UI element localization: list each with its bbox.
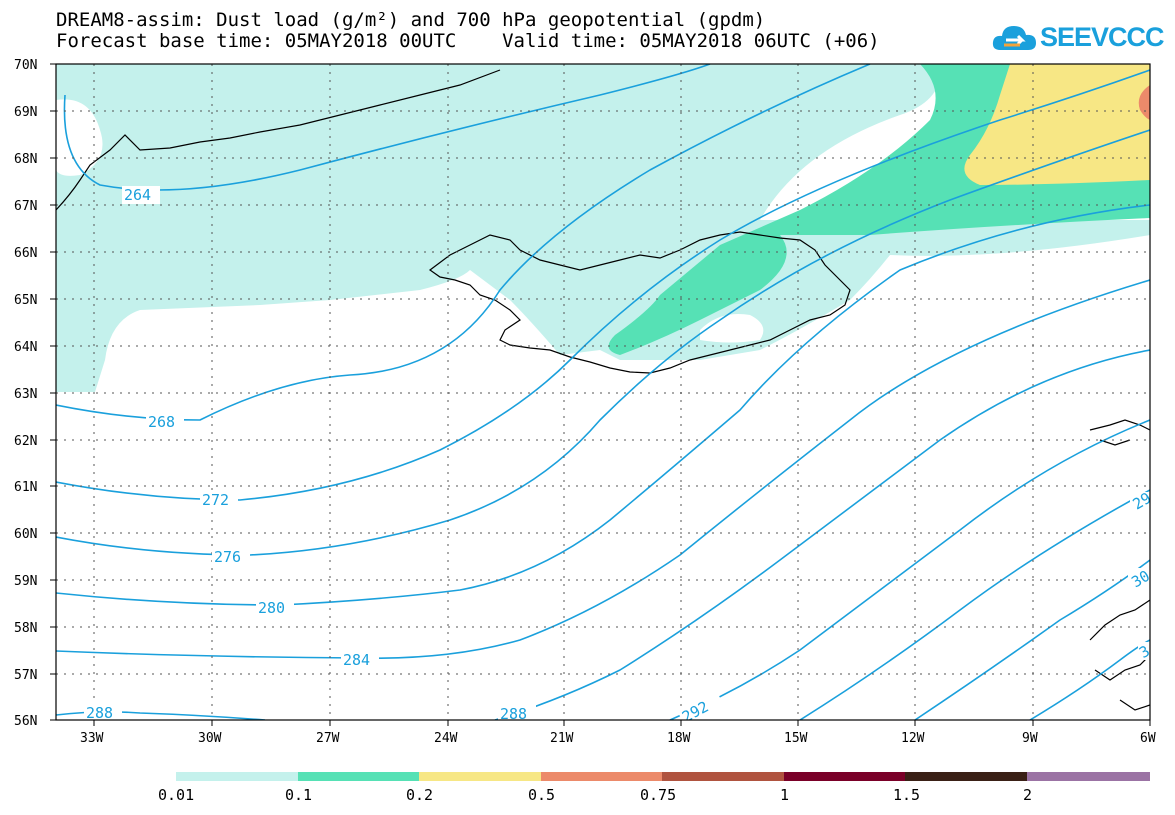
contour-label: 288 bbox=[500, 705, 527, 723]
map-frame bbox=[55, 63, 1151, 721]
lat-labels: 70N 69N 68N 67N 66N 65N 64N 63N 62N 61N … bbox=[14, 58, 37, 729]
lon-label: 6W bbox=[1140, 731, 1156, 746]
contour-268 bbox=[56, 64, 871, 421]
lon-label: 27W bbox=[316, 731, 340, 746]
greenland-coast bbox=[56, 69, 501, 211]
colorbar-swatch bbox=[1027, 772, 1150, 781]
lat-label: 61N bbox=[14, 480, 37, 495]
lat-label: 59N bbox=[14, 574, 37, 589]
contour-label: 284 bbox=[343, 651, 370, 669]
iceland-coast bbox=[428, 231, 851, 374]
lon-label: 24W bbox=[434, 731, 458, 746]
map-title: DREAM8-assim: Dust load (g/m²) and 700 h… bbox=[56, 9, 766, 31]
contour-label: 29 bbox=[1130, 489, 1155, 514]
colorbar-label: 1 bbox=[780, 786, 790, 804]
colorbar-label: 0.5 bbox=[528, 786, 556, 804]
lat-label: 66N bbox=[14, 246, 37, 261]
graticule bbox=[56, 64, 1150, 720]
lon-label: 15W bbox=[784, 731, 808, 746]
lat-label: 68N bbox=[14, 152, 37, 167]
colorbar-label: 0.75 bbox=[640, 786, 677, 804]
colorbar-swatch bbox=[176, 772, 298, 781]
contour-label: 280 bbox=[258, 599, 285, 617]
lon-label: 21W bbox=[550, 731, 574, 746]
lon-label: 18W bbox=[667, 731, 691, 746]
colorbar-swatch bbox=[419, 772, 541, 781]
colorbar-swatch bbox=[784, 772, 905, 781]
colorbar-swatch bbox=[905, 772, 1027, 781]
contour-300 bbox=[914, 559, 1150, 720]
scotland-coast bbox=[1089, 599, 1150, 711]
colorbar-label: 0.1 bbox=[285, 786, 313, 804]
contour-label: 288 bbox=[86, 704, 113, 722]
lon-label: 33W bbox=[80, 731, 104, 746]
lat-label: 70N bbox=[14, 58, 37, 73]
dust-area-0.2 bbox=[964, 64, 1150, 185]
dust-area-0.5 bbox=[1138, 85, 1150, 120]
colorbar-label: 0.2 bbox=[406, 786, 434, 804]
contour-288-east bbox=[494, 349, 1150, 720]
colorbar-swatch bbox=[541, 772, 662, 781]
contour-label: 276 bbox=[214, 548, 241, 566]
lat-label: 56N bbox=[14, 714, 37, 729]
colorbar bbox=[176, 772, 1150, 781]
contour-276 bbox=[56, 129, 1150, 556]
cloud-icon bbox=[992, 26, 1036, 50]
logo-text: SEEVCCC bbox=[1040, 22, 1165, 52]
contour-label: 264 bbox=[124, 186, 151, 204]
lat-label: 58N bbox=[14, 621, 37, 636]
map-subtitle: Forecast base time: 05MAY2018 00UTC Vali… bbox=[56, 30, 880, 52]
lon-labels: 33W 30W 27W 24W 21W 18W 15W 12W 9W 6W bbox=[80, 731, 1156, 746]
contour-296 bbox=[799, 489, 1150, 720]
colorbar-label: 1.5 bbox=[893, 786, 921, 804]
lat-label: 60N bbox=[14, 527, 37, 542]
contour-labels: 264 268 272 276 280 284 288 288 292 29 3… bbox=[84, 186, 1155, 723]
contour-284 bbox=[56, 279, 1150, 659]
contour-292 bbox=[669, 419, 1150, 720]
lon-label: 12W bbox=[901, 731, 925, 746]
colorbar-label: 2 bbox=[1023, 786, 1033, 804]
contour-264 bbox=[63, 64, 711, 191]
colorbar-swatch bbox=[662, 772, 784, 781]
lon-label: 9W bbox=[1022, 731, 1038, 746]
lat-label: 65N bbox=[14, 293, 37, 308]
contour-label: 268 bbox=[148, 413, 175, 431]
contour-label: 30 bbox=[1128, 567, 1153, 592]
colorbar-swatch bbox=[298, 772, 419, 781]
lon-label: 30W bbox=[198, 731, 222, 746]
scandinavia-coast bbox=[1089, 419, 1150, 446]
lat-label: 67N bbox=[14, 199, 37, 214]
seevccc-logo: SEEVCCC bbox=[990, 18, 1165, 58]
contour-272 bbox=[56, 69, 1150, 501]
lat-label: 62N bbox=[14, 434, 37, 449]
lat-label: 57N bbox=[14, 668, 37, 683]
lat-label: 64N bbox=[14, 340, 37, 355]
lat-label: 69N bbox=[14, 105, 37, 120]
lat-label: 63N bbox=[14, 387, 37, 402]
contour-label: 272 bbox=[202, 491, 229, 509]
colorbar-label: 0.01 bbox=[158, 786, 195, 804]
